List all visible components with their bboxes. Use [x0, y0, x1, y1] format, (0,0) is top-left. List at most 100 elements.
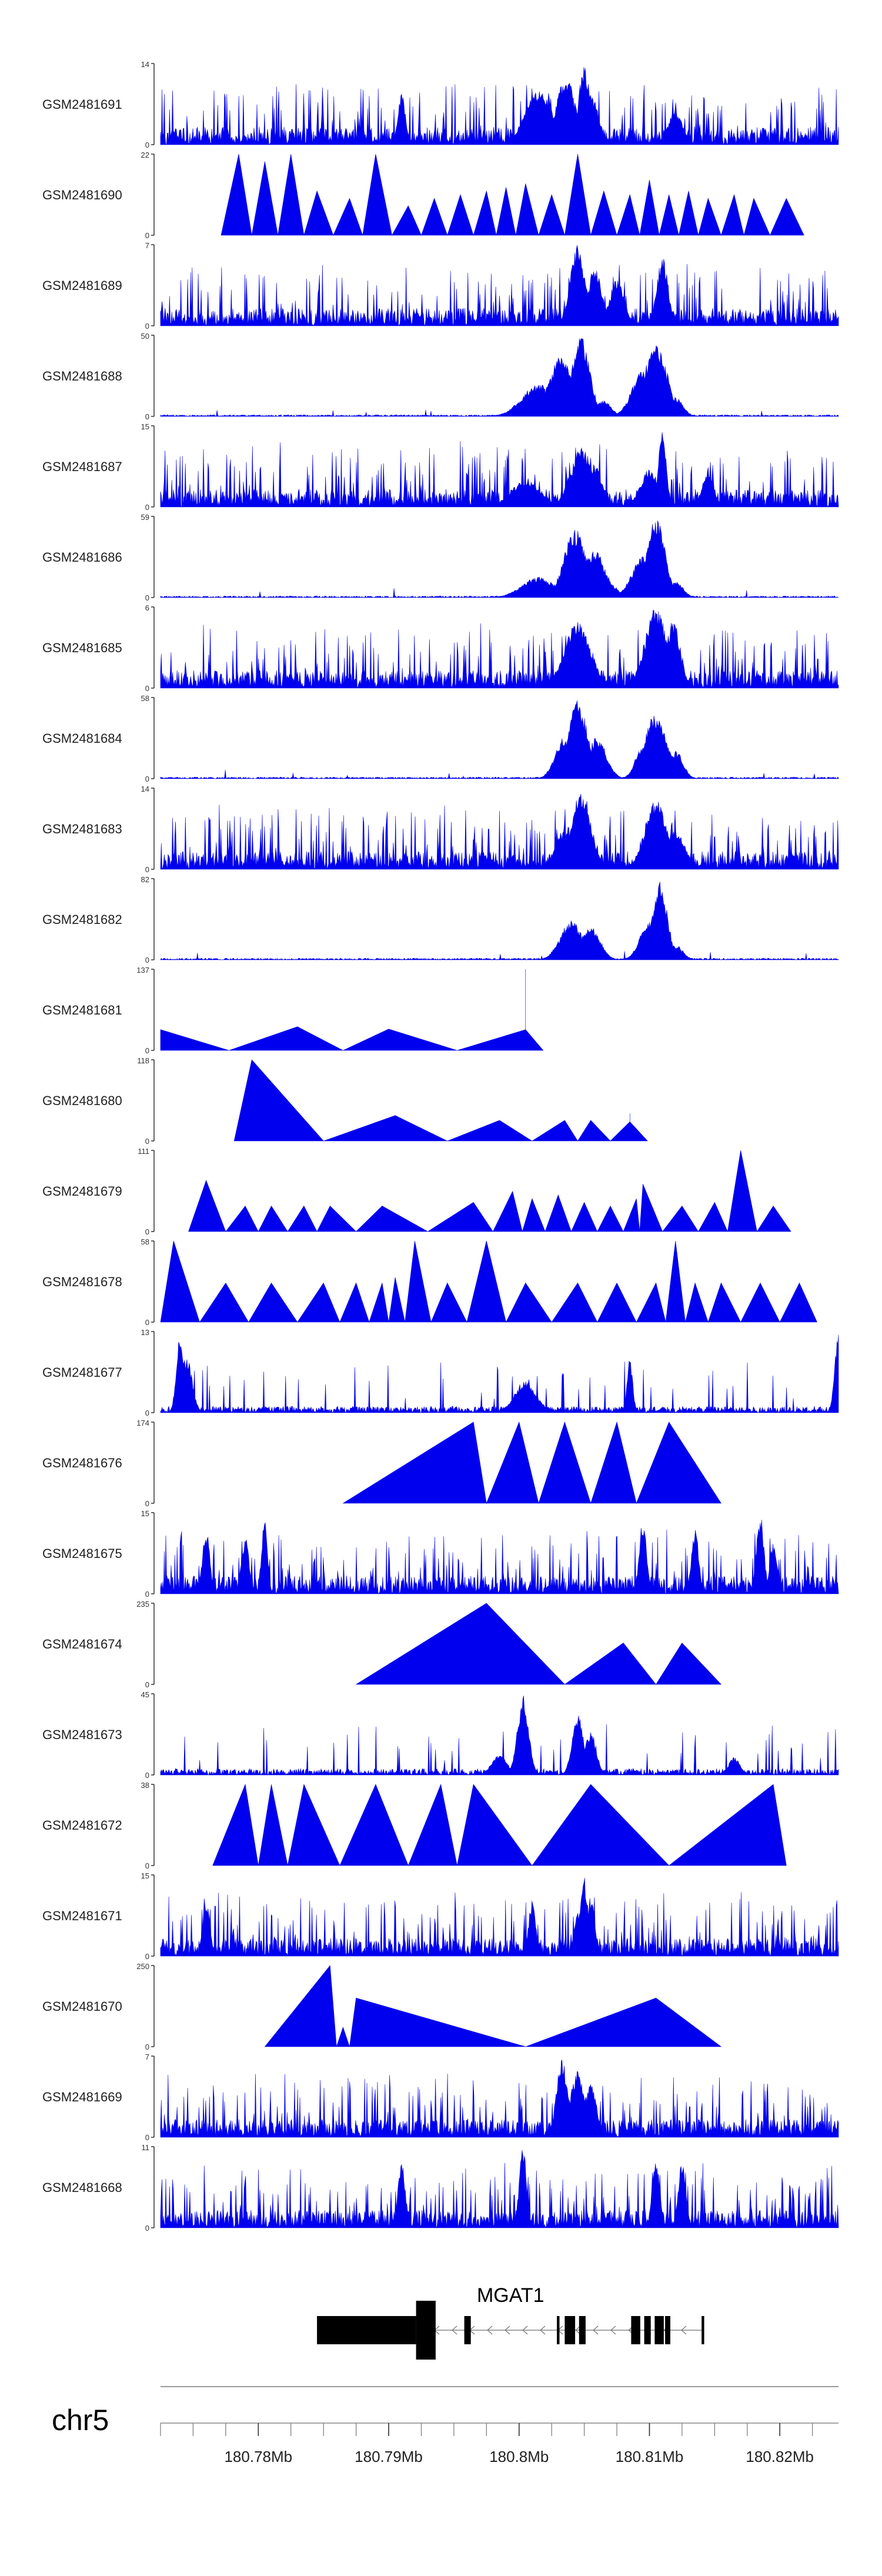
- strand-arrow: [610, 2325, 616, 2335]
- coverage-area: [160, 1334, 839, 1413]
- track-label: GSM2481672: [42, 1818, 122, 1833]
- x-tick-label: 180.82Mb: [746, 2448, 814, 2465]
- strand-arrow: [522, 2325, 528, 2335]
- y-min-label: 0: [145, 1499, 149, 1508]
- y-min-label: 0: [145, 1771, 149, 1780]
- track-label: GSM2481676: [42, 1456, 122, 1470]
- exon: [654, 2316, 664, 2344]
- coverage-area: [160, 1878, 839, 1957]
- track-label: GSM2481688: [42, 369, 122, 383]
- coverage-area: [160, 520, 839, 598]
- y-max-label: 118: [137, 1056, 149, 1065]
- track-label: GSM2481689: [42, 278, 122, 293]
- track-label: GSM2481679: [42, 1184, 122, 1199]
- y-min-label: 0: [145, 865, 149, 874]
- y-min-label: 0: [145, 1409, 149, 1417]
- y-max-label: 137: [136, 966, 149, 975]
- y-min-label: 0: [145, 2043, 149, 2051]
- y-min-label: 0: [145, 412, 149, 421]
- track-GSM2481680: GSM2481680 118 0: [42, 1056, 648, 1146]
- exon: [564, 2316, 576, 2344]
- coverage-tracks: GSM2481691140GSM2481690220GSM248168970GS…: [42, 60, 839, 2233]
- strand-arrow: [505, 2325, 510, 2335]
- track-label: GSM2481674: [42, 1637, 122, 1651]
- coverage-area: [160, 67, 839, 145]
- track-label: GSM2481677: [42, 1365, 122, 1380]
- track-label: GSM2481682: [42, 912, 122, 927]
- y-max-label: 15: [141, 1509, 149, 1518]
- coverage-area: [160, 1696, 839, 1776]
- exon: [464, 2316, 471, 2344]
- y-max-label: 14: [141, 60, 149, 69]
- coverage-area: [160, 882, 839, 960]
- track-label: GSM2481690: [42, 188, 122, 202]
- y-min-label: 0: [145, 1952, 149, 1961]
- coverage-area: [160, 793, 839, 870]
- track-label: GSM2481673: [42, 1727, 122, 1742]
- y-max-label: 58: [141, 1237, 149, 1246]
- track-GSM2481677: GSM2481677 13 0: [42, 1328, 839, 1417]
- y-max-label: 174: [136, 1419, 149, 1427]
- strand-arrow: [593, 2325, 599, 2335]
- x-tick-label: 180.78Mb: [224, 2448, 292, 2465]
- coverage-area: [160, 2150, 839, 2228]
- coverage-area: [160, 245, 839, 326]
- y-max-label: 82: [141, 875, 149, 884]
- y-min-label: 0: [145, 593, 149, 602]
- exon: [644, 2316, 651, 2344]
- y-min-label: 0: [145, 1590, 149, 1599]
- track-GSM2481691: GSM2481691 14 0: [42, 60, 839, 149]
- y-min-label: 0: [145, 1227, 149, 1236]
- y-min-label: 0: [145, 1861, 149, 1870]
- coverage-area: [160, 1520, 839, 1594]
- y-max-label: 15: [141, 1871, 149, 1880]
- coverage-area: [355, 1603, 722, 1685]
- coverage-area: [233, 1059, 648, 1142]
- gene-label: MGAT1: [477, 2284, 544, 2307]
- y-max-label: 22: [141, 151, 149, 159]
- y-min-label: 0: [145, 322, 149, 331]
- chromosome-label: chr5: [52, 2404, 109, 2437]
- y-max-label: 7: [145, 241, 149, 250]
- strand-arrow: [452, 2325, 457, 2335]
- y-min-label: 0: [145, 956, 149, 965]
- coverage-area: [188, 1150, 791, 1233]
- coverage-area: [160, 700, 839, 779]
- track-label: GSM2481671: [42, 1908, 122, 1923]
- y-min-label: 0: [145, 1046, 149, 1055]
- y-max-label: 11: [142, 2143, 150, 2152]
- y-min-label: 0: [145, 1137, 149, 1146]
- y-min-label: 0: [145, 503, 149, 512]
- coverage-area: [160, 1240, 817, 1323]
- strand-arrow: [575, 2325, 581, 2335]
- exon: [416, 2301, 436, 2360]
- x-tick-label: 180.81Mb: [616, 2448, 684, 2465]
- track-label: GSM2481686: [42, 550, 122, 565]
- y-max-label: 111: [138, 1147, 149, 1156]
- exon: [317, 2316, 416, 2344]
- track-label: GSM2481678: [42, 1274, 122, 1289]
- coverage-area: [160, 969, 544, 1051]
- track-label: GSM2481683: [42, 822, 122, 836]
- gene-model: [317, 2301, 704, 2360]
- track-GSM2481687: GSM2481687 15 0: [42, 422, 839, 512]
- y-min-label: 0: [145, 231, 149, 240]
- track-GSM2481689: GSM2481689 7 0: [42, 241, 839, 331]
- coverage-area: [342, 1421, 721, 1504]
- coverage-area: [212, 1783, 787, 1866]
- y-min-label: 0: [145, 141, 149, 149]
- track-label: GSM2481668: [42, 2180, 122, 2195]
- track-label: GSM2481675: [42, 1546, 122, 1561]
- track-label: GSM2481691: [42, 97, 122, 112]
- y-min-label: 0: [145, 1680, 149, 1689]
- y-max-label: 38: [141, 1781, 149, 1790]
- y-max-label: 14: [141, 785, 149, 793]
- track-label: GSM2481680: [42, 1093, 122, 1108]
- track-GSM2481672: GSM2481672 38 0: [42, 1781, 787, 1870]
- track-GSM2481671: GSM2481671 15 0: [42, 1871, 839, 1961]
- exon: [701, 2316, 704, 2344]
- coverage-area: [160, 338, 839, 417]
- coverage-area: [160, 610, 839, 689]
- track-GSM2481685: GSM2481685 6 0: [42, 603, 839, 693]
- y-max-label: 235: [136, 1600, 149, 1609]
